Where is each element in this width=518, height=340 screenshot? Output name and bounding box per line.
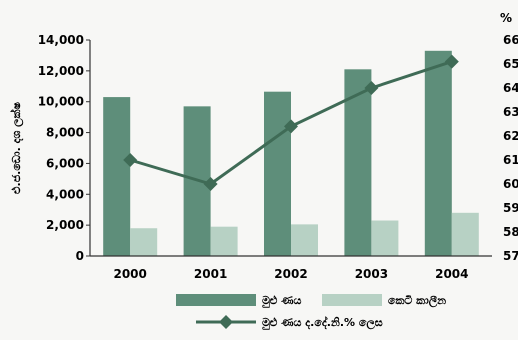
bar-total-debt-2002 <box>264 91 291 256</box>
y-left-tick-label: 6,000 <box>46 156 84 170</box>
x-tick-label: 2001 <box>194 267 227 281</box>
y-right-tick-label: 57 <box>503 249 518 263</box>
bar-short-term-2002 <box>291 224 318 256</box>
y-right-tick-label: 61 <box>503 153 518 167</box>
y-left-axis-label: එ.ජ.ඩො. දශ ලක්ෂ <box>9 102 25 194</box>
bar-short-term-2000 <box>130 228 158 256</box>
legend-swatch-short-term <box>322 294 382 306</box>
x-tick-label: 2002 <box>274 267 307 281</box>
y-right-tick-label: 62 <box>503 129 518 143</box>
y-right-tick-label: 59 <box>503 201 518 215</box>
legend-label-short-term: කෙටි කාලීන <box>388 294 446 309</box>
y-left-tick-label: 14,000 <box>38 33 84 47</box>
y-left-tick-label: 10,000 <box>38 95 84 109</box>
y-right-tick-label: 64 <box>503 81 518 95</box>
legend-label-debt-gdp: මුළු ණය ද.දේ.නි.% ලෙස <box>262 315 383 331</box>
bar-total-debt-2003 <box>344 69 372 256</box>
y-right-axis-label: % <box>500 11 512 25</box>
bar-short-term-2003 <box>371 220 399 256</box>
y-right-tick-label: 66 <box>503 33 518 47</box>
bar-short-term-2001 <box>210 226 238 256</box>
point-debt-gdp-2001 <box>203 177 218 191</box>
x-tick-label: 2000 <box>113 267 146 281</box>
legend-label-total-debt: මුළු ණය <box>262 294 302 308</box>
y-left-tick-label: 4,000 <box>46 187 84 201</box>
legend-swatch-total-debt <box>176 294 256 306</box>
y-left-tick-label: 8,000 <box>46 126 84 140</box>
legend-swatch-diamond <box>219 315 233 329</box>
y-left-tick-label: 2,000 <box>46 218 84 232</box>
bar-total-debt-2004 <box>424 50 452 256</box>
y-right-tick-label: 65 <box>503 57 518 71</box>
point-debt-gdp-2004 <box>444 54 459 69</box>
bar-short-term-2004 <box>451 212 479 256</box>
y-left-tick-label: 0 <box>76 249 84 263</box>
x-tick-label: 2003 <box>355 267 388 281</box>
point-debt-gdp-2003 <box>364 81 379 95</box>
bar-total-debt-2000 <box>103 97 131 256</box>
y-right-tick-label: 60 <box>503 177 518 191</box>
point-debt-gdp-2002 <box>284 119 298 134</box>
y-right-tick-label: 63 <box>503 105 518 119</box>
point-debt-gdp-2000 <box>123 153 138 167</box>
y-left-tick-label: 12,000 <box>38 64 84 78</box>
y-right-tick-label: 58 <box>503 225 518 239</box>
x-tick-label: 2004 <box>435 267 468 281</box>
